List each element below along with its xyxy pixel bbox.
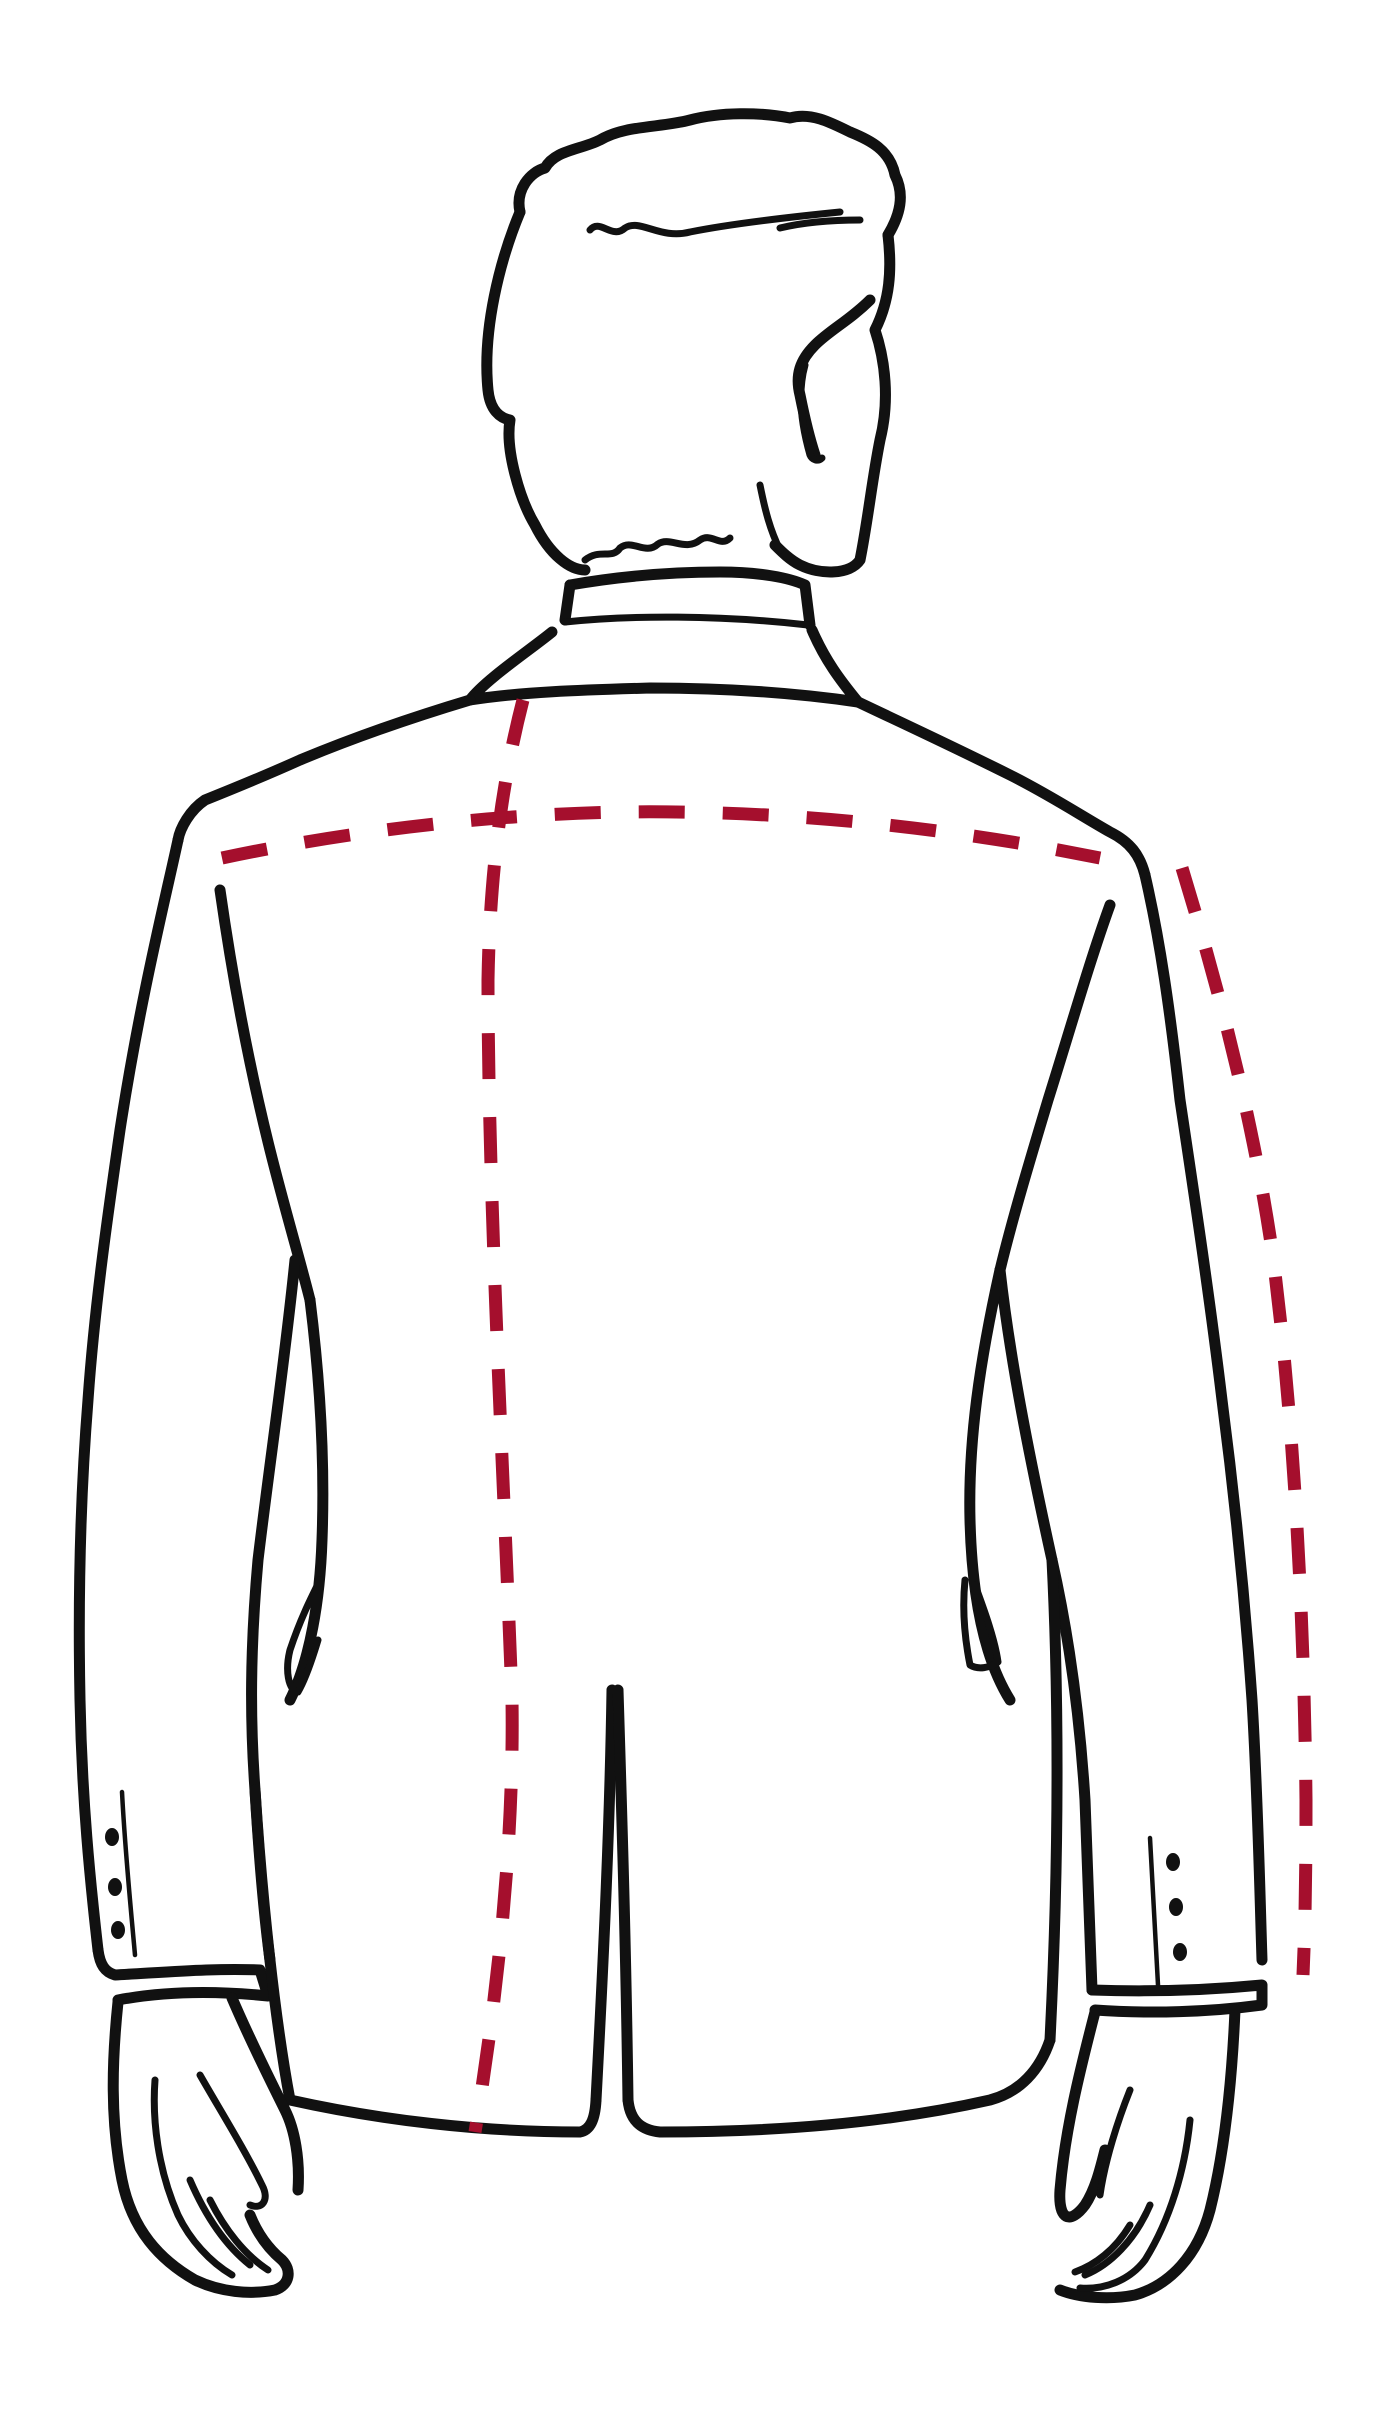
back-length-line (468, 698, 530, 2134)
left-sleeve-buttons (105, 1828, 125, 1939)
back-vent-right (612, 1684, 634, 2106)
right-hand-outline (1054, 2006, 1111, 2223)
left-cuff-vent (119, 1789, 138, 1958)
left-finger (186, 2176, 254, 2269)
right-finger (1076, 2116, 1194, 2292)
jacket-collar-left (464, 624, 864, 708)
sleeve-button (105, 1828, 119, 1846)
jacket (73, 694, 1268, 2138)
left-hand (107, 1992, 304, 2298)
left-side-seam (284, 1294, 329, 1706)
right-hem-side (1044, 1554, 1063, 2046)
sleeve-button (1166, 1853, 1180, 1871)
right-hem (622, 2034, 1056, 2138)
left-finger (206, 2196, 272, 2274)
head (481, 108, 906, 578)
left-pocket-flap (284, 1576, 324, 1696)
hair-tuft-right (776, 216, 864, 232)
sleeve-length-line (1175, 866, 1313, 1976)
left-sleeve-outer (73, 834, 184, 1956)
left-hand-palm (226, 1992, 304, 2196)
left-sleeve-inner (214, 884, 316, 1306)
ear-inner (797, 361, 826, 464)
right-finger (1071, 2221, 1134, 2276)
left-hem (284, 2094, 602, 2138)
neck-right (756, 481, 784, 554)
left-cuff (92, 1944, 274, 2006)
sleeve-button (1173, 1943, 1187, 1961)
neck-hairline (581, 534, 734, 564)
right-pocket-flap (960, 1576, 1002, 1672)
left-hand-outline (107, 1996, 294, 2298)
collar (464, 566, 864, 708)
left-hem-side (249, 1784, 296, 2106)
hair-outline (513, 108, 906, 241)
hair-tuft (586, 208, 844, 238)
head-left-outline (481, 206, 591, 576)
right-cuff-vent (1147, 1835, 1161, 1988)
right-hand-back (1054, 2004, 1241, 2304)
head-right-outline (769, 229, 896, 578)
right-sleeve-inner (994, 899, 1116, 1276)
sleeve-button (108, 1878, 122, 1896)
back-vent-left (590, 1684, 618, 2106)
right-sleeve-outer (1139, 869, 1268, 1966)
right-side-seam (964, 1264, 1016, 1706)
ear-outline (792, 294, 876, 461)
left-thumb (196, 2071, 269, 2210)
shirt-collar-left (559, 579, 576, 626)
right-shoulder (852, 696, 1151, 881)
right-finger (1081, 2201, 1154, 2279)
sleeve-button (111, 1921, 125, 1939)
right-thumb (1096, 2086, 1134, 2199)
right-sleeve-buttons (1166, 1853, 1187, 1961)
left-shoulder (172, 694, 476, 846)
shirt-collar (564, 566, 816, 631)
right-underarm (994, 1264, 1098, 1996)
shoulder-width-line (220, 805, 1102, 865)
left-finger (150, 2076, 236, 2279)
jacket-collar-line (561, 613, 812, 629)
right-hand (1054, 2004, 1241, 2304)
right-cuff (1086, 1979, 1268, 2018)
measurement-lines (220, 698, 1313, 2134)
sleeve-button (1169, 1898, 1183, 1916)
